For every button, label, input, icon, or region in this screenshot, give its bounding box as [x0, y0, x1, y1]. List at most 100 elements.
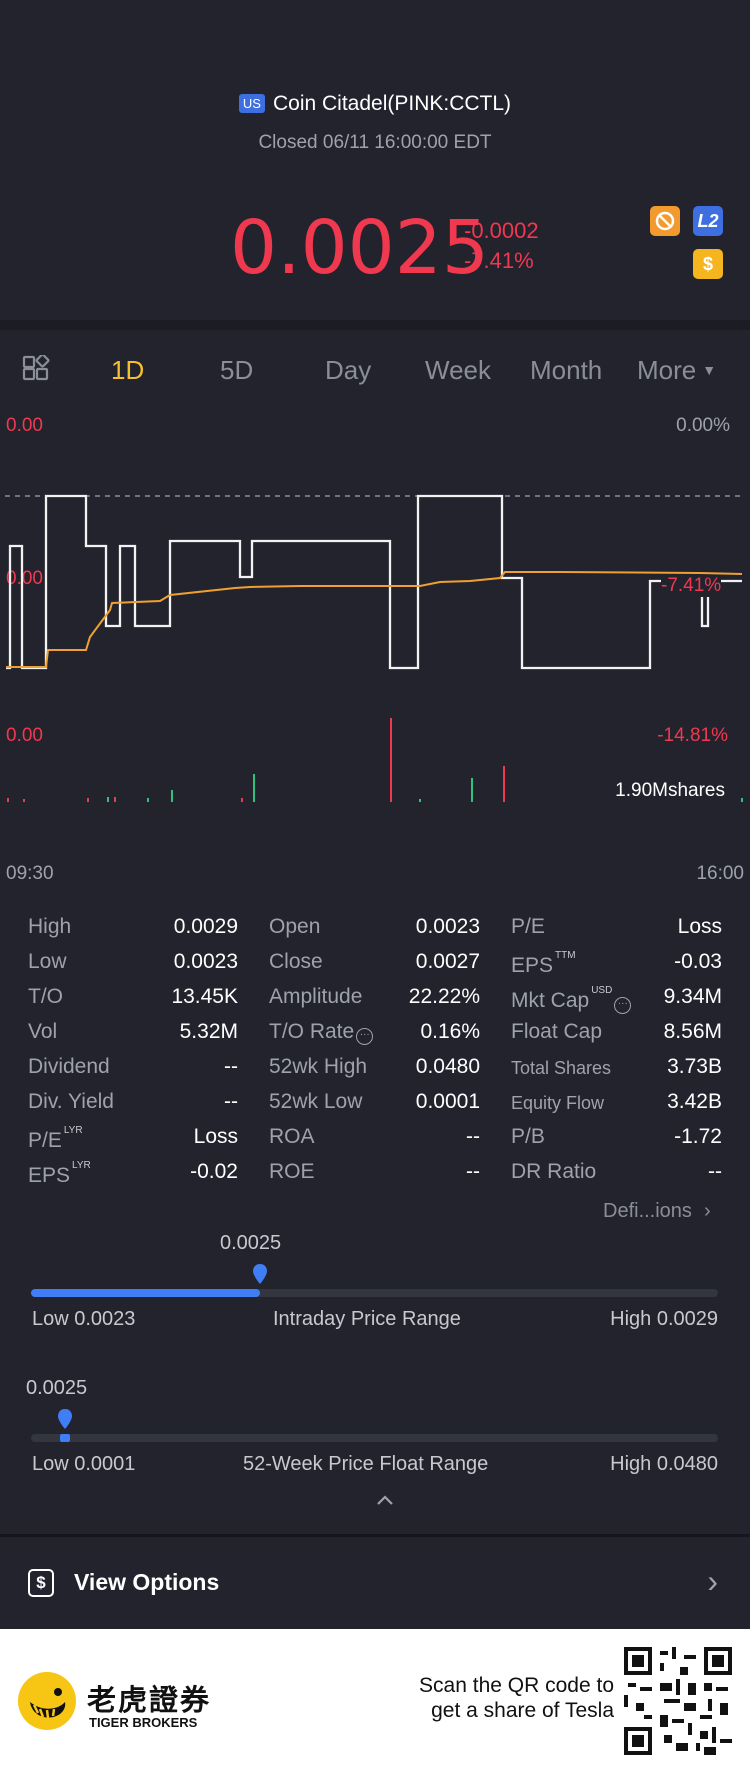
price-line — [6, 494, 742, 670]
info-circle-icon[interactable]: ··· — [356, 1028, 374, 1045]
pe-lyr-text: P/E — [28, 1129, 62, 1152]
price-chart-svg — [5, 494, 745, 802]
tab-week[interactable]: Week — [425, 355, 491, 385]
stat-value-high: 0.0029 — [173, 915, 238, 938]
stat-value-52wk-high: 0.0480 — [415, 1055, 480, 1078]
intraday-title: Intraday Price Range — [273, 1308, 461, 1330]
stat-label-dividend: Dividend — [28, 1055, 110, 1078]
stat-value-pb: -1.72 — [674, 1125, 722, 1148]
tab-1d[interactable]: 1D — [111, 355, 145, 385]
week52-title: 52-Week Price Float Range — [243, 1453, 489, 1475]
stat-value-pe: Loss — [677, 915, 722, 938]
eps-lyr-sup: LYR — [72, 1160, 91, 1171]
stat-value-close: 0.0027 — [415, 950, 480, 973]
stat-label-52wk-low: 52wk Low — [269, 1090, 363, 1113]
chart-right-bottom-label: -14.81% — [657, 725, 728, 746]
week52-low: Low 0.0001 — [32, 1453, 136, 1475]
intraday-low: Low 0.0023 — [32, 1308, 136, 1330]
stat-value-amplitude: 22.22% — [408, 985, 480, 1008]
intraday-fill — [31, 1289, 260, 1297]
chart-left-top-label: 0.00 — [6, 415, 43, 436]
stat-value-total-shares: 3.73B — [667, 1055, 722, 1078]
tab-5d[interactable]: 5D — [220, 355, 254, 385]
stat-value-div-yield: -- — [224, 1090, 238, 1113]
promo-line-2: get a share of Tesla — [431, 1699, 614, 1722]
chevron-right-icon: › — [703, 1200, 711, 1222]
view-options-label: View Options — [74, 1569, 220, 1595]
change-percent: -7.41% — [464, 248, 534, 273]
stat-label-float-cap: Float Cap — [511, 1020, 603, 1043]
stat-label-pb: P/B — [511, 1125, 545, 1148]
stat-value-float-cap: 8.56M — [663, 1020, 722, 1043]
tiger-logo-icon — [18, 1672, 76, 1730]
brand-name-cn: 老虎證券 — [87, 1685, 212, 1717]
stat-value-low: 0.0023 — [173, 950, 238, 973]
eps-lyr-text: EPS — [28, 1164, 71, 1187]
week52-current-value: 0.0025 — [26, 1377, 88, 1399]
volume-label: 1.90Mshares — [615, 780, 725, 801]
stat-value-to-rate: 0.16% — [420, 1020, 480, 1043]
brand-name-en: TIGER BROKERS — [89, 1715, 198, 1730]
stat-label-close: Close — [269, 950, 323, 973]
stat-label-equity-flow: Equity Flow — [511, 1093, 605, 1113]
stat-value-mkt-cap: 9.34M — [663, 985, 722, 1008]
chart-left-mid-label: 0.00 — [6, 568, 43, 589]
stat-label-high: High — [28, 915, 72, 938]
intraday-track — [31, 1289, 718, 1297]
collapse-chevron-icon[interactable] — [375, 1493, 403, 1515]
mkt-cap-info-icon[interactable]: ··· — [614, 997, 632, 1014]
price-change: -0.0002 -7.41% — [464, 216, 539, 276]
tab-day[interactable]: Day — [325, 355, 372, 385]
market-badge: US — [238, 94, 265, 113]
stat-label-pe: P/E — [511, 915, 545, 938]
stat-label-turnover: T/O — [28, 985, 63, 1008]
stat-label-pe-lyr: P/E LYR — [28, 1125, 83, 1153]
stock-name: Coin Citadel(PINK:CCTL) — [272, 92, 512, 115]
view-options-row[interactable]: $ View Options › — [0, 1534, 750, 1628]
stat-label-total-shares: Total Shares — [511, 1058, 612, 1078]
intraday-high: High 0.0029 — [610, 1308, 718, 1330]
stat-label-open: Open — [269, 915, 321, 938]
mkt-cap-sup: USD — [591, 985, 613, 996]
promo-line-1: Scan the QR code to — [419, 1674, 614, 1697]
definitions-link[interactable]: Defi...ions › — [603, 1200, 711, 1223]
map-pin-icon — [252, 1264, 267, 1284]
promo-footer: 老虎證券 TIGER BROKERS Scan the QR code to g… — [0, 1629, 750, 1774]
market-status: Closed 06/11 16:00:00 EDT — [258, 132, 492, 153]
stat-value-turnover: 13.45K — [171, 985, 238, 1008]
options-dollar-icon: $ — [28, 1569, 54, 1597]
stat-value-pe-lyr: Loss — [193, 1125, 238, 1148]
level2-icon[interactable]: L2 — [693, 206, 723, 236]
stat-label-div-yield: Div. Yield — [28, 1090, 114, 1113]
mkt-cap-text: Mkt Cap — [511, 989, 590, 1012]
week52-track — [31, 1434, 718, 1442]
no-trade-icon[interactable] — [650, 206, 680, 236]
layout-grid-icon[interactable] — [22, 353, 50, 390]
tab-month[interactable]: Month — [530, 355, 603, 385]
stat-value-roa: -- — [466, 1125, 480, 1148]
stat-label-52wk-high: 52wk High — [269, 1055, 368, 1078]
average-price-line — [6, 571, 743, 668]
stat-label-to-rate: T/O Rate ··· — [269, 1020, 374, 1045]
tab-more-label: More — [637, 355, 697, 385]
stat-value-volume: 5.32M — [179, 1020, 238, 1043]
tab-more[interactable]: More ▼ — [637, 355, 716, 386]
volume-bars — [7, 718, 743, 802]
intraday-chart[interactable]: 0.00 0.00% 0.00 0.00 -14.81% -7.41% — [0, 410, 750, 884]
definitions-text: Defi...ions — [603, 1200, 692, 1222]
dollar-icon[interactable]: $ — [693, 249, 723, 279]
caret-down-icon: ▼ — [702, 362, 717, 378]
intraday-current-value: 0.0025 — [220, 1232, 282, 1254]
section-divider — [0, 320, 750, 330]
to-rate-text: T/O Rate — [269, 1020, 355, 1043]
intraday-range: 0.0025 Low 0.0023 Intraday Price Range H… — [0, 1230, 750, 1350]
week52-range: 0.0025 Low 0.0001 52-Week Price Float Ra… — [0, 1375, 750, 1495]
eps-ttm-sup: TTM — [555, 950, 576, 961]
stock-title: US Coin Citadel(PINK:CCTL) — [0, 92, 750, 116]
week52-pin-icon — [58, 1409, 73, 1429]
chart-right-top-label: 0.00% — [676, 415, 730, 436]
pe-lyr-sup: LYR — [63, 1125, 83, 1136]
stat-label-eps-ttm: EPS TTM — [511, 950, 576, 978]
stat-value-eps-ttm: -0.03 — [674, 950, 722, 973]
stat-label-dr-ratio: DR Ratio — [511, 1160, 597, 1183]
